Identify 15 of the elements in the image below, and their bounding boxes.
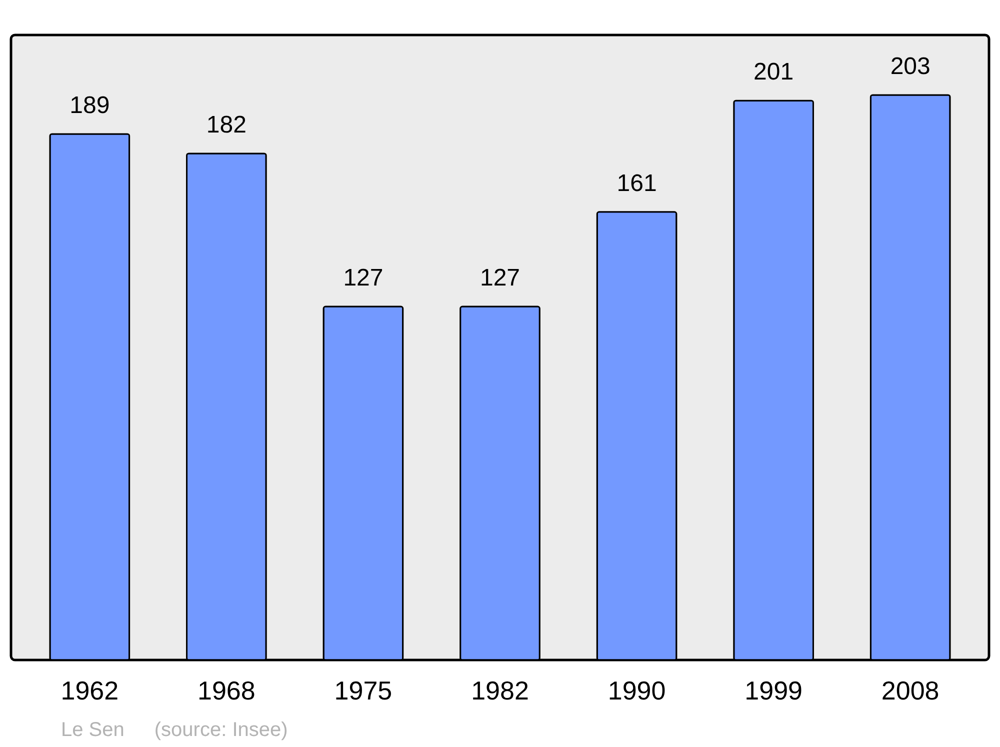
x-tick-label: 1975 bbox=[334, 676, 392, 706]
data-label: 127 bbox=[343, 264, 384, 292]
data-label: 182 bbox=[206, 111, 246, 138]
x-tick-label: 1999 bbox=[744, 676, 802, 706]
text: Le Sen (source: Insee) bbox=[61, 719, 288, 741]
x-tick-label: 1968 bbox=[198, 676, 256, 706]
data-label: 189 bbox=[70, 92, 110, 119]
data-label: 201 bbox=[754, 58, 794, 86]
x-tick-label: 1982 bbox=[471, 676, 529, 706]
data-label: 127 bbox=[480, 264, 520, 292]
x-tick-label: 1990 bbox=[608, 676, 666, 706]
data-label: 203 bbox=[890, 53, 930, 80]
x-tick-label: 2008 bbox=[881, 676, 940, 706]
x-tick-label: 1962 bbox=[60, 676, 119, 706]
data-label: 161 bbox=[616, 170, 657, 197]
